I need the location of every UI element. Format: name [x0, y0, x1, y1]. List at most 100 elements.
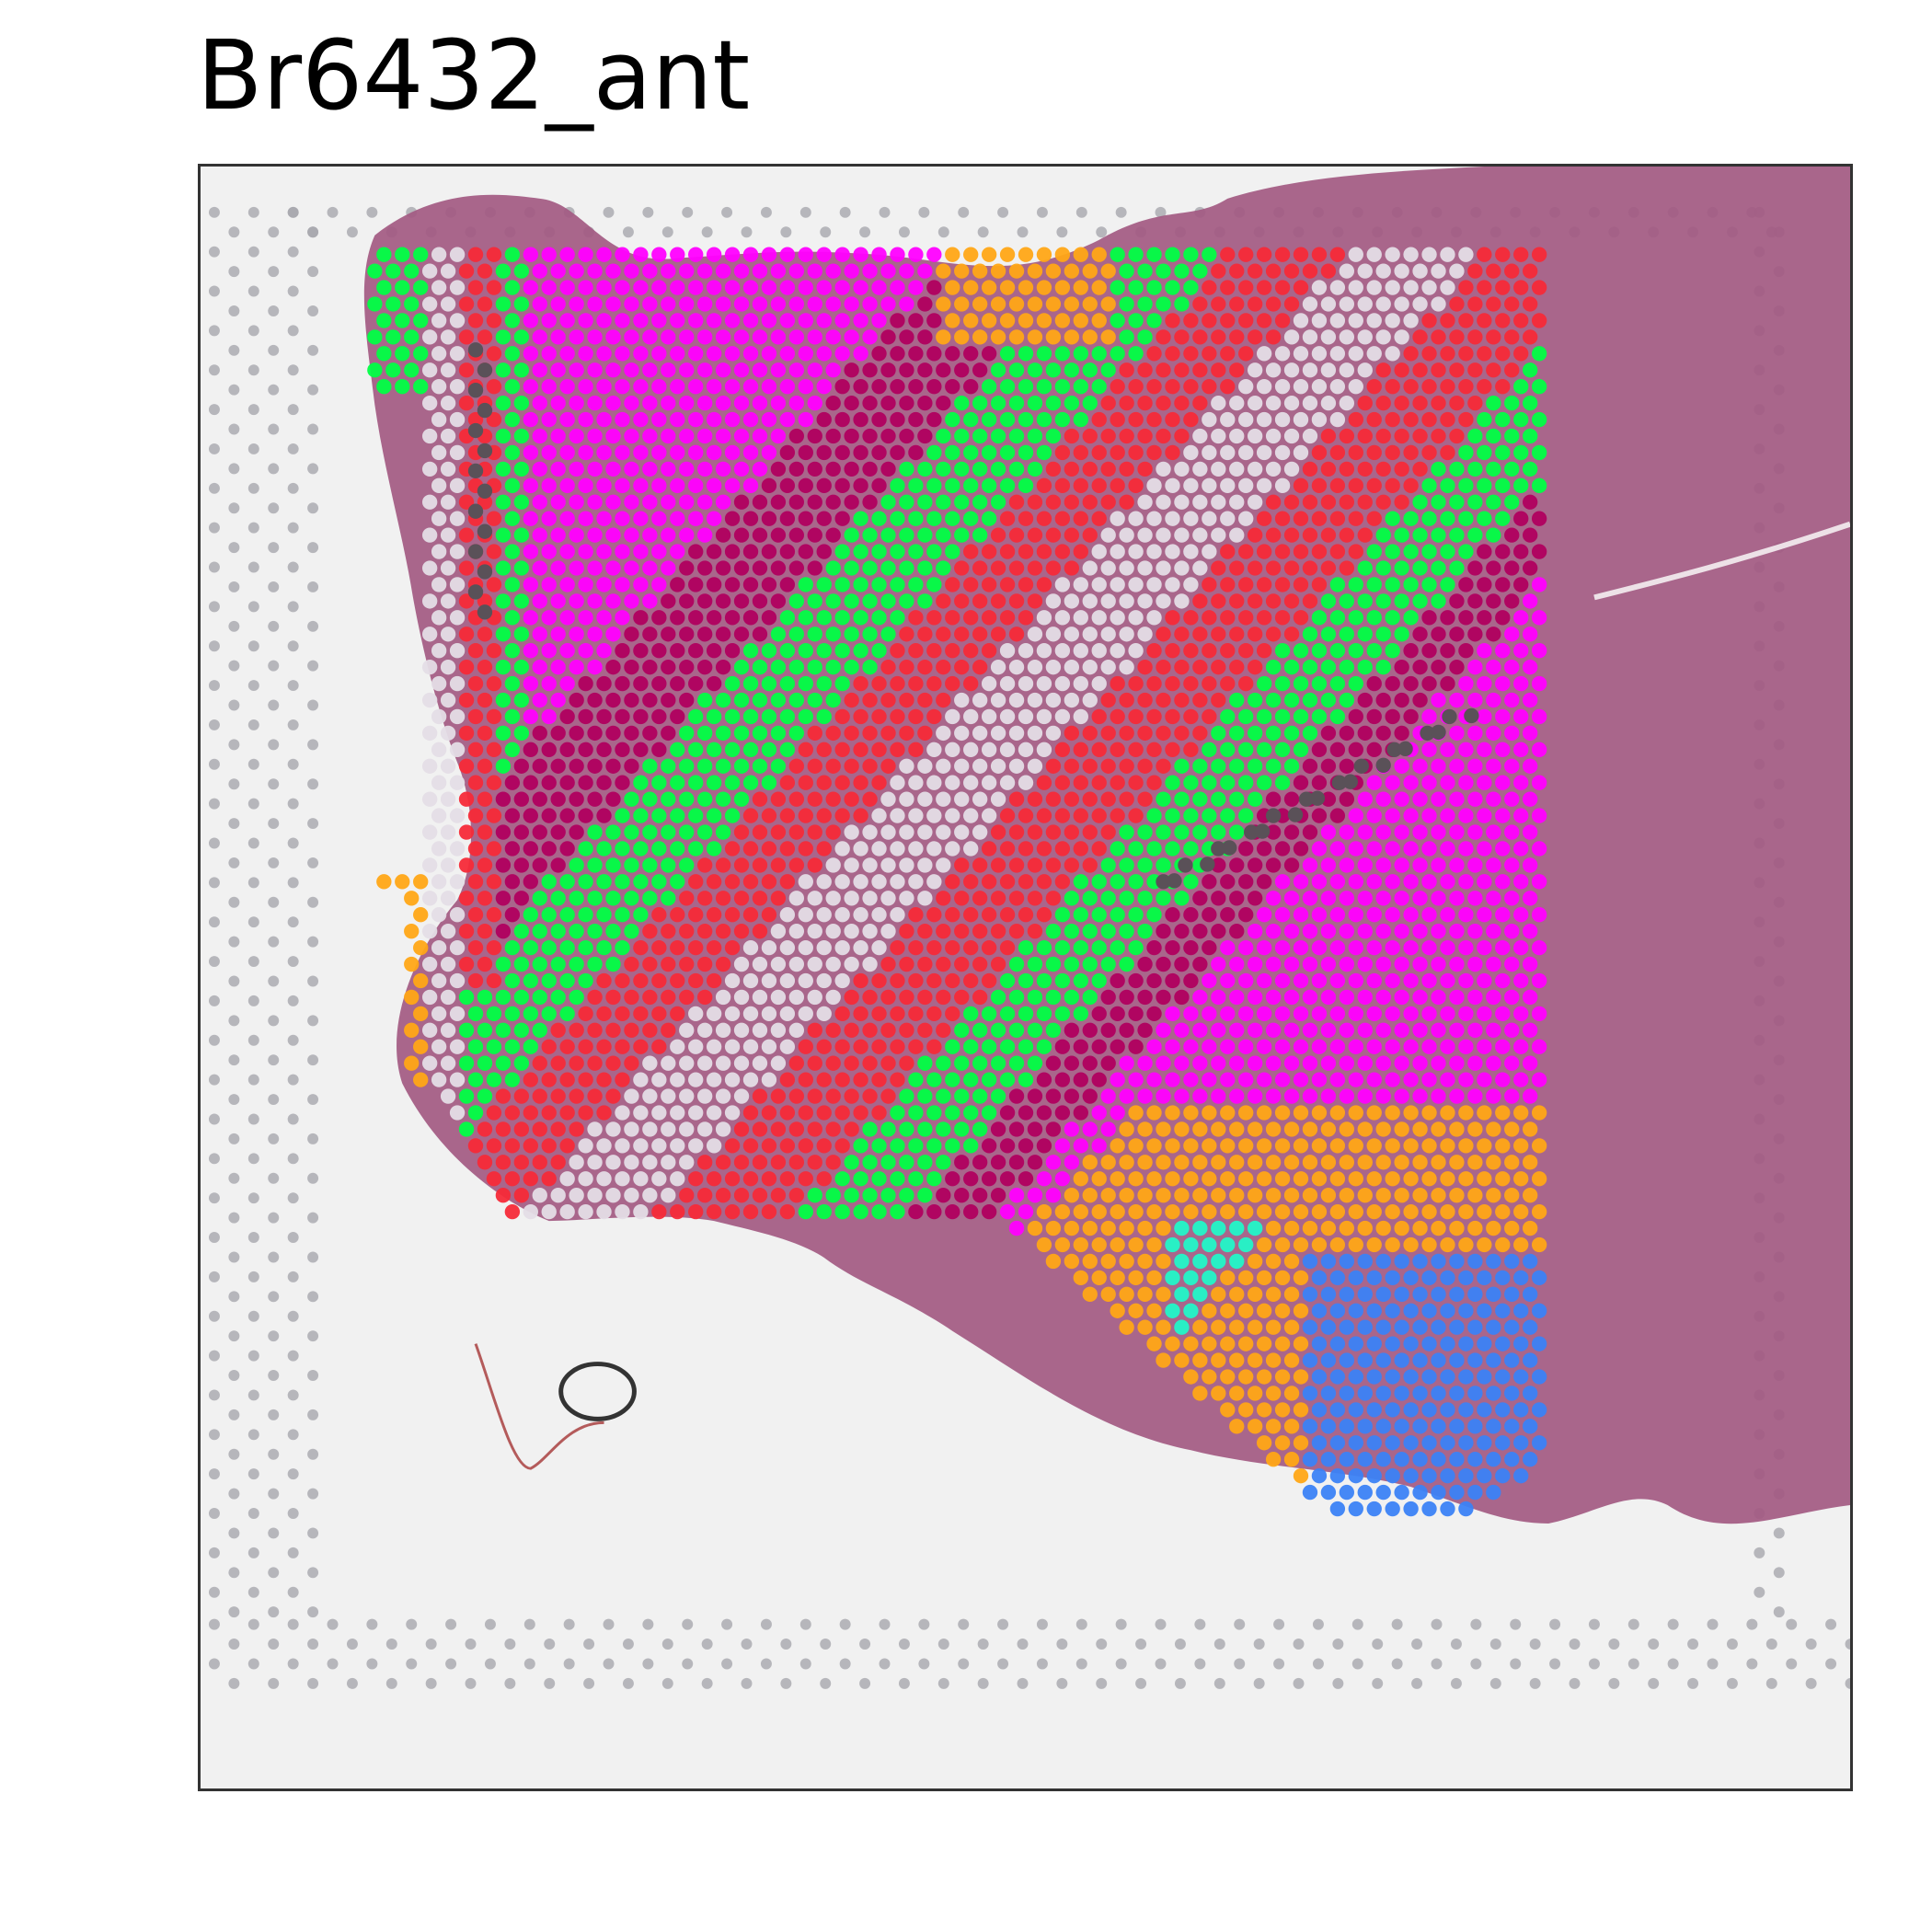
- spot: [1311, 1270, 1328, 1286]
- spot: [1495, 1138, 1511, 1154]
- spot: [917, 824, 933, 840]
- spot: [1265, 362, 1282, 378]
- spot: [825, 1155, 841, 1170]
- fiducial-dot: [287, 758, 299, 770]
- spot: [1440, 675, 1455, 692]
- spot: [1495, 1270, 1511, 1286]
- spot: [945, 808, 960, 823]
- spot: [972, 692, 988, 708]
- spot: [1421, 1006, 1437, 1022]
- spot: [926, 411, 942, 428]
- fiducial-dot: [247, 1271, 259, 1282]
- spot: [440, 1055, 456, 1071]
- spot: [1320, 791, 1337, 807]
- spot: [1054, 247, 1071, 262]
- spot: [1165, 1072, 1180, 1087]
- spot: [587, 1188, 603, 1203]
- spot: [1283, 923, 1300, 939]
- fiducial-dot: [268, 1448, 280, 1460]
- spot: [1477, 1435, 1492, 1451]
- spot: [926, 1105, 942, 1121]
- spot: [844, 296, 859, 312]
- spot: [908, 1203, 924, 1220]
- spot: [458, 296, 475, 312]
- spot: [1165, 247, 1180, 262]
- spot: [1220, 411, 1236, 428]
- spot: [981, 775, 997, 790]
- spot: [1183, 808, 1199, 823]
- spot: [504, 874, 521, 890]
- spot: [578, 874, 593, 890]
- spot: [816, 280, 832, 295]
- spot: [844, 791, 859, 807]
- fiducial-dot: [268, 1212, 280, 1224]
- spot: [1183, 1303, 1199, 1318]
- fiducial-dot: [247, 719, 259, 730]
- spot: [908, 511, 924, 526]
- spot: [1137, 560, 1153, 576]
- spot: [788, 956, 805, 972]
- spot: [1174, 527, 1190, 543]
- spot: [862, 1055, 878, 1071]
- spot: [834, 841, 850, 857]
- spot: [853, 280, 868, 295]
- spot: [477, 443, 493, 459]
- spot: [559, 346, 575, 362]
- spot: [1183, 643, 1199, 659]
- fiducial-dot: [208, 1547, 220, 1558]
- spot: [1495, 1303, 1511, 1318]
- spot: [513, 923, 530, 939]
- spot: [1008, 857, 1025, 873]
- spot: [1522, 891, 1538, 906]
- spot: [1146, 1336, 1162, 1351]
- spot: [1385, 1467, 1400, 1484]
- spot: [733, 627, 750, 642]
- spot: [1265, 1055, 1282, 1071]
- spot: [1522, 428, 1538, 444]
- spot: [990, 891, 1006, 906]
- fiducial-dot: [287, 443, 299, 454]
- spot: [917, 296, 933, 312]
- fiducial-dot: [1845, 1677, 1850, 1689]
- spot: [1449, 1484, 1465, 1501]
- spot: [1412, 1484, 1428, 1501]
- fiducial-dot: [603, 1618, 615, 1630]
- spot: [1504, 362, 1520, 378]
- fiducial-dot: [820, 1677, 832, 1689]
- fiducial-dot: [287, 325, 299, 337]
- spot: [1302, 824, 1318, 840]
- fiducial-dot: [208, 246, 220, 258]
- spot: [467, 383, 484, 398]
- spot: [1339, 791, 1355, 807]
- fiducial-dot: [268, 542, 280, 554]
- spot: [449, 972, 466, 989]
- spot: [816, 742, 832, 758]
- fiducial-dot: [307, 1527, 319, 1539]
- spot: [1082, 627, 1098, 642]
- spot: [1348, 411, 1363, 428]
- spot: [871, 247, 887, 262]
- spot: [1256, 675, 1272, 692]
- spot: [1054, 577, 1071, 592]
- spot: [834, 511, 850, 526]
- spot: [449, 313, 466, 328]
- spot: [1366, 346, 1382, 362]
- spot: [862, 758, 878, 774]
- spot: [1458, 1336, 1474, 1351]
- spot: [1513, 577, 1529, 592]
- spot: [899, 395, 914, 411]
- spot: [1211, 758, 1226, 774]
- spot: [642, 791, 658, 807]
- spot: [1385, 1072, 1400, 1087]
- spot: [917, 1188, 933, 1203]
- spot: [990, 956, 1006, 972]
- spot: [1486, 428, 1501, 444]
- spot: [421, 857, 438, 873]
- spot: [1440, 1171, 1455, 1187]
- spot: [550, 857, 566, 873]
- spot: [541, 577, 557, 592]
- spot: [1119, 857, 1134, 873]
- spot: [532, 956, 547, 972]
- spot: [936, 1121, 951, 1137]
- spot: [1329, 411, 1346, 428]
